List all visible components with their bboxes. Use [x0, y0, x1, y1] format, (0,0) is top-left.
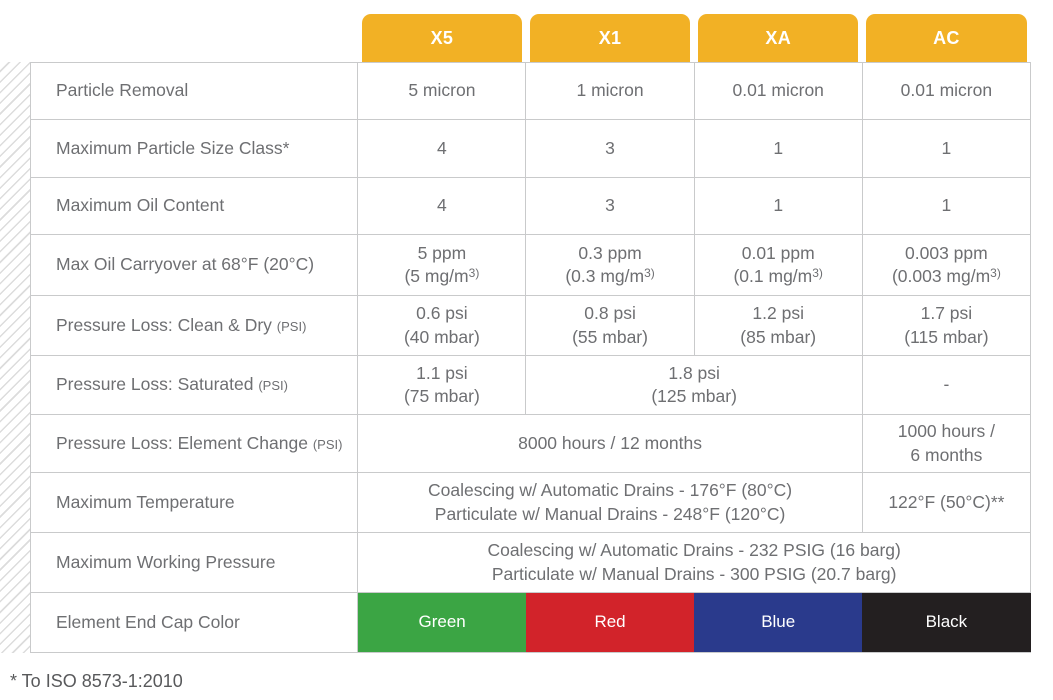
tabs-row-spacer	[31, 14, 358, 63]
cell-pl-element-change-ac: 1000 hours / 6 months	[861, 414, 1032, 473]
cell-oil-content-xa: 1	[693, 177, 863, 235]
cell-particle-size-class-x1: 3	[525, 119, 695, 178]
row-particle-removal: Particle Removal 5 micron 1 micron 0.01 …	[29, 62, 1032, 120]
cell-pl-clean-dry-x1: 0.8 psi (55 mbar)	[525, 295, 695, 356]
column-tabs-row: X5 X1 XA AC	[31, 14, 1031, 63]
row-label-maximum-temperature: Maximum Temperature	[29, 472, 359, 533]
tab-cell-x5: X5	[358, 14, 526, 63]
tab-cell-ac: AC	[862, 14, 1030, 63]
cell-pl-clean-dry-xa: 1.2 psi (85 mbar)	[693, 295, 863, 356]
tab-cell-x1: X1	[526, 14, 694, 63]
cell-pl-saturated-x5: 1.1 psi (75 mbar)	[357, 355, 527, 415]
end-cap-swatch-blue: Blue	[694, 592, 863, 653]
row-pressure-loss-element-change: Pressure Loss: Element Change (PSI) 8000…	[29, 414, 1032, 473]
row-label-oil-content: Maximum Oil Content	[29, 177, 359, 235]
cell-particle-size-class-xa: 1	[693, 119, 863, 178]
row-label-particle-size-class: Maximum Particle Size Class*	[29, 119, 359, 178]
row-pressure-loss-clean-dry: Pressure Loss: Clean & Dry (PSI) 0.6 psi…	[29, 295, 1032, 356]
cell-particle-removal-ac: 0.01 micron	[861, 62, 1032, 120]
end-cap-swatch-green: Green	[357, 592, 526, 653]
row-label-end-cap-color: Element End Cap Color	[29, 592, 359, 653]
row-label-maximum-working-pressure: Maximum Working Pressure	[29, 532, 359, 593]
tab-cell-xa: XA	[694, 14, 862, 63]
column-tab-x5: X5	[361, 14, 522, 62]
column-tab-ac: AC	[866, 14, 1027, 62]
column-tab-xa: XA	[698, 14, 859, 62]
cell-oil-carryover-x1: 0.3 ppm (0.3 mg/m3)	[525, 234, 695, 296]
cell-particle-removal-x1: 1 micron	[525, 62, 695, 120]
cell-particle-size-class-ac: 1	[861, 119, 1032, 178]
cell-oil-carryover-ac: 0.003 ppm (0.003 mg/m3)	[861, 234, 1032, 296]
cell-oil-carryover-xa: 0.01 ppm (0.1 mg/m3)	[693, 234, 863, 296]
row-pressure-loss-saturated: Pressure Loss: Saturated (PSI) 1.1 psi (…	[29, 355, 1032, 415]
cell-pl-saturated-x1-xa: 1.8 psi (125 mbar)	[525, 355, 863, 415]
row-label-oil-carryover: Max Oil Carryover at 68°F (20°C)	[29, 234, 359, 296]
cell-max-temperature-ac: 122°F (50°C)**	[861, 472, 1032, 533]
cell-max-temperature-x5-xa: Coalescing w/ Automatic Drains - 176°F (…	[357, 472, 863, 533]
row-oil-content: Maximum Oil Content 4 3 1 1	[29, 177, 1032, 235]
cell-particle-size-class-x5: 4	[357, 119, 527, 178]
cell-particle-removal-xa: 0.01 micron	[693, 62, 863, 120]
cell-oil-carryover-x5: 5 ppm (5 mg/m3)	[357, 234, 527, 296]
row-maximum-temperature: Maximum Temperature Coalescing w/ Automa…	[29, 472, 1032, 533]
row-label-pressure-loss-element-change: Pressure Loss: Element Change (PSI)	[29, 414, 359, 473]
cell-pl-element-change-x5-xa: 8000 hours / 12 months	[357, 414, 863, 473]
end-cap-swatch-black: Black	[862, 592, 1031, 653]
end-cap-swatch-red: Red	[525, 592, 695, 653]
row-maximum-working-pressure: Maximum Working Pressure Coalescing w/ A…	[29, 532, 1031, 593]
column-tab-x1: X1	[529, 14, 691, 62]
footnote: * To ISO 8573-1:2010	[10, 671, 183, 691]
spec-table: X5 X1 XA AC Particle Removal 5 micron 1 …	[29, 14, 1032, 653]
row-end-cap-color: Element End Cap Color Green Red Blue Bla…	[29, 592, 1031, 653]
cell-oil-content-x5: 4	[357, 177, 527, 235]
cell-pl-saturated-ac: -	[861, 355, 1032, 415]
cell-particle-removal-x5: 5 micron	[357, 62, 527, 120]
row-oil-carryover: Max Oil Carryover at 68°F (20°C) 5 ppm (…	[29, 234, 1032, 296]
row-label-pressure-loss-saturated: Pressure Loss: Saturated (PSI)	[29, 355, 359, 415]
row-label-particle-removal: Particle Removal	[29, 62, 359, 120]
cell-oil-content-x1: 3	[525, 177, 695, 235]
cell-max-working-pressure-all: Coalescing w/ Automatic Drains - 232 PSI…	[357, 532, 1031, 593]
hatch-decoration	[0, 62, 30, 653]
cell-pl-clean-dry-x5: 0.6 psi (40 mbar)	[357, 295, 527, 356]
cell-oil-content-ac: 1	[861, 177, 1032, 235]
row-label-pressure-loss-clean-dry: Pressure Loss: Clean & Dry (PSI)	[29, 295, 359, 356]
cell-pl-clean-dry-ac: 1.7 psi (115 mbar)	[861, 295, 1032, 356]
row-particle-size-class: Maximum Particle Size Class* 4 3 1 1	[29, 119, 1032, 178]
